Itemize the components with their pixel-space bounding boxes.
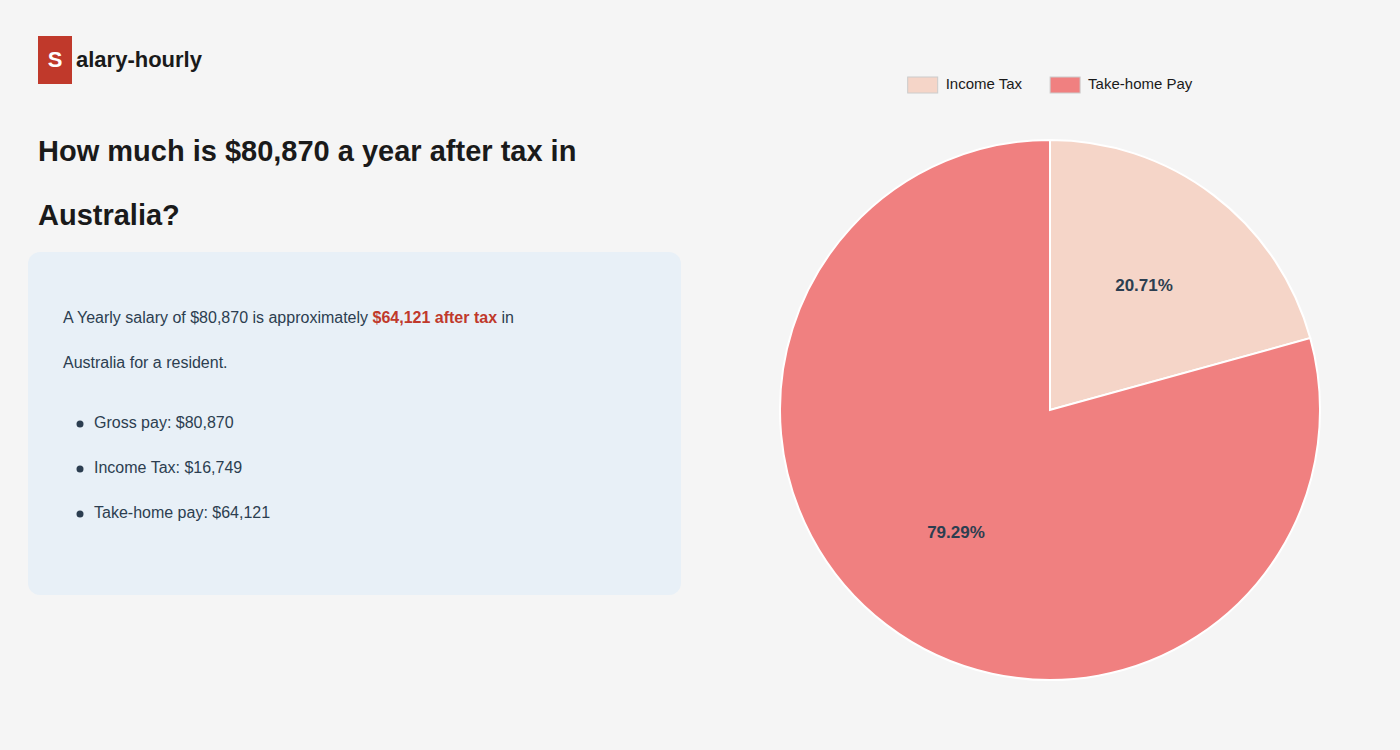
data-label: 79.29% [927, 523, 985, 542]
legend-label: Income Tax [946, 75, 1023, 92]
bullet-text: Take-home pay: $64,121 [94, 504, 270, 521]
legend-swatch [908, 77, 938, 93]
bullet-text: Income Tax: $16,749 [94, 459, 242, 476]
info-text: in [497, 309, 514, 326]
pie [780, 140, 1320, 680]
info-line: A Yearly salary of $80,870 is approximat… [63, 309, 514, 326]
info-text: A Yearly salary of $80,870 is approximat… [63, 309, 373, 326]
title-line: How much is $80,870 a year after tax in [38, 135, 584, 167]
legend: Income Tax Take-home Pay [908, 75, 1193, 93]
legend-item: Income Tax [908, 75, 1023, 93]
logo: Salary-hourly [38, 36, 203, 84]
info-box-bg [28, 252, 681, 595]
bullet-dot [77, 511, 84, 518]
data-labels: 20.71% 79.29% [927, 276, 1173, 542]
title: How much is $80,870 a year after tax in … [38, 135, 584, 231]
legend-item: Take-home Pay [1050, 75, 1193, 93]
title-line: Australia? [38, 199, 180, 231]
logo-letter: S [48, 47, 63, 72]
bullet-dot [77, 466, 84, 473]
data-label: 20.71% [1115, 276, 1173, 295]
pie-slice [780, 140, 1320, 680]
legend-swatch [1050, 77, 1080, 93]
logo-text: alary-hourly [76, 47, 203, 72]
logo-box [38, 36, 72, 84]
bullet-dot [77, 421, 84, 428]
bullet-text: Gross pay: $80,870 [94, 414, 234, 431]
chart: Salary-hourly How much is $80,870 a year … [0, 0, 1400, 750]
info-text: Australia for a resident. [63, 354, 228, 371]
info-highlight: $64,121 after tax [373, 309, 498, 326]
legend-label: Take-home Pay [1088, 75, 1193, 92]
background [0, 0, 1400, 750]
info-box: A Yearly salary of $80,870 is approximat… [28, 252, 681, 595]
